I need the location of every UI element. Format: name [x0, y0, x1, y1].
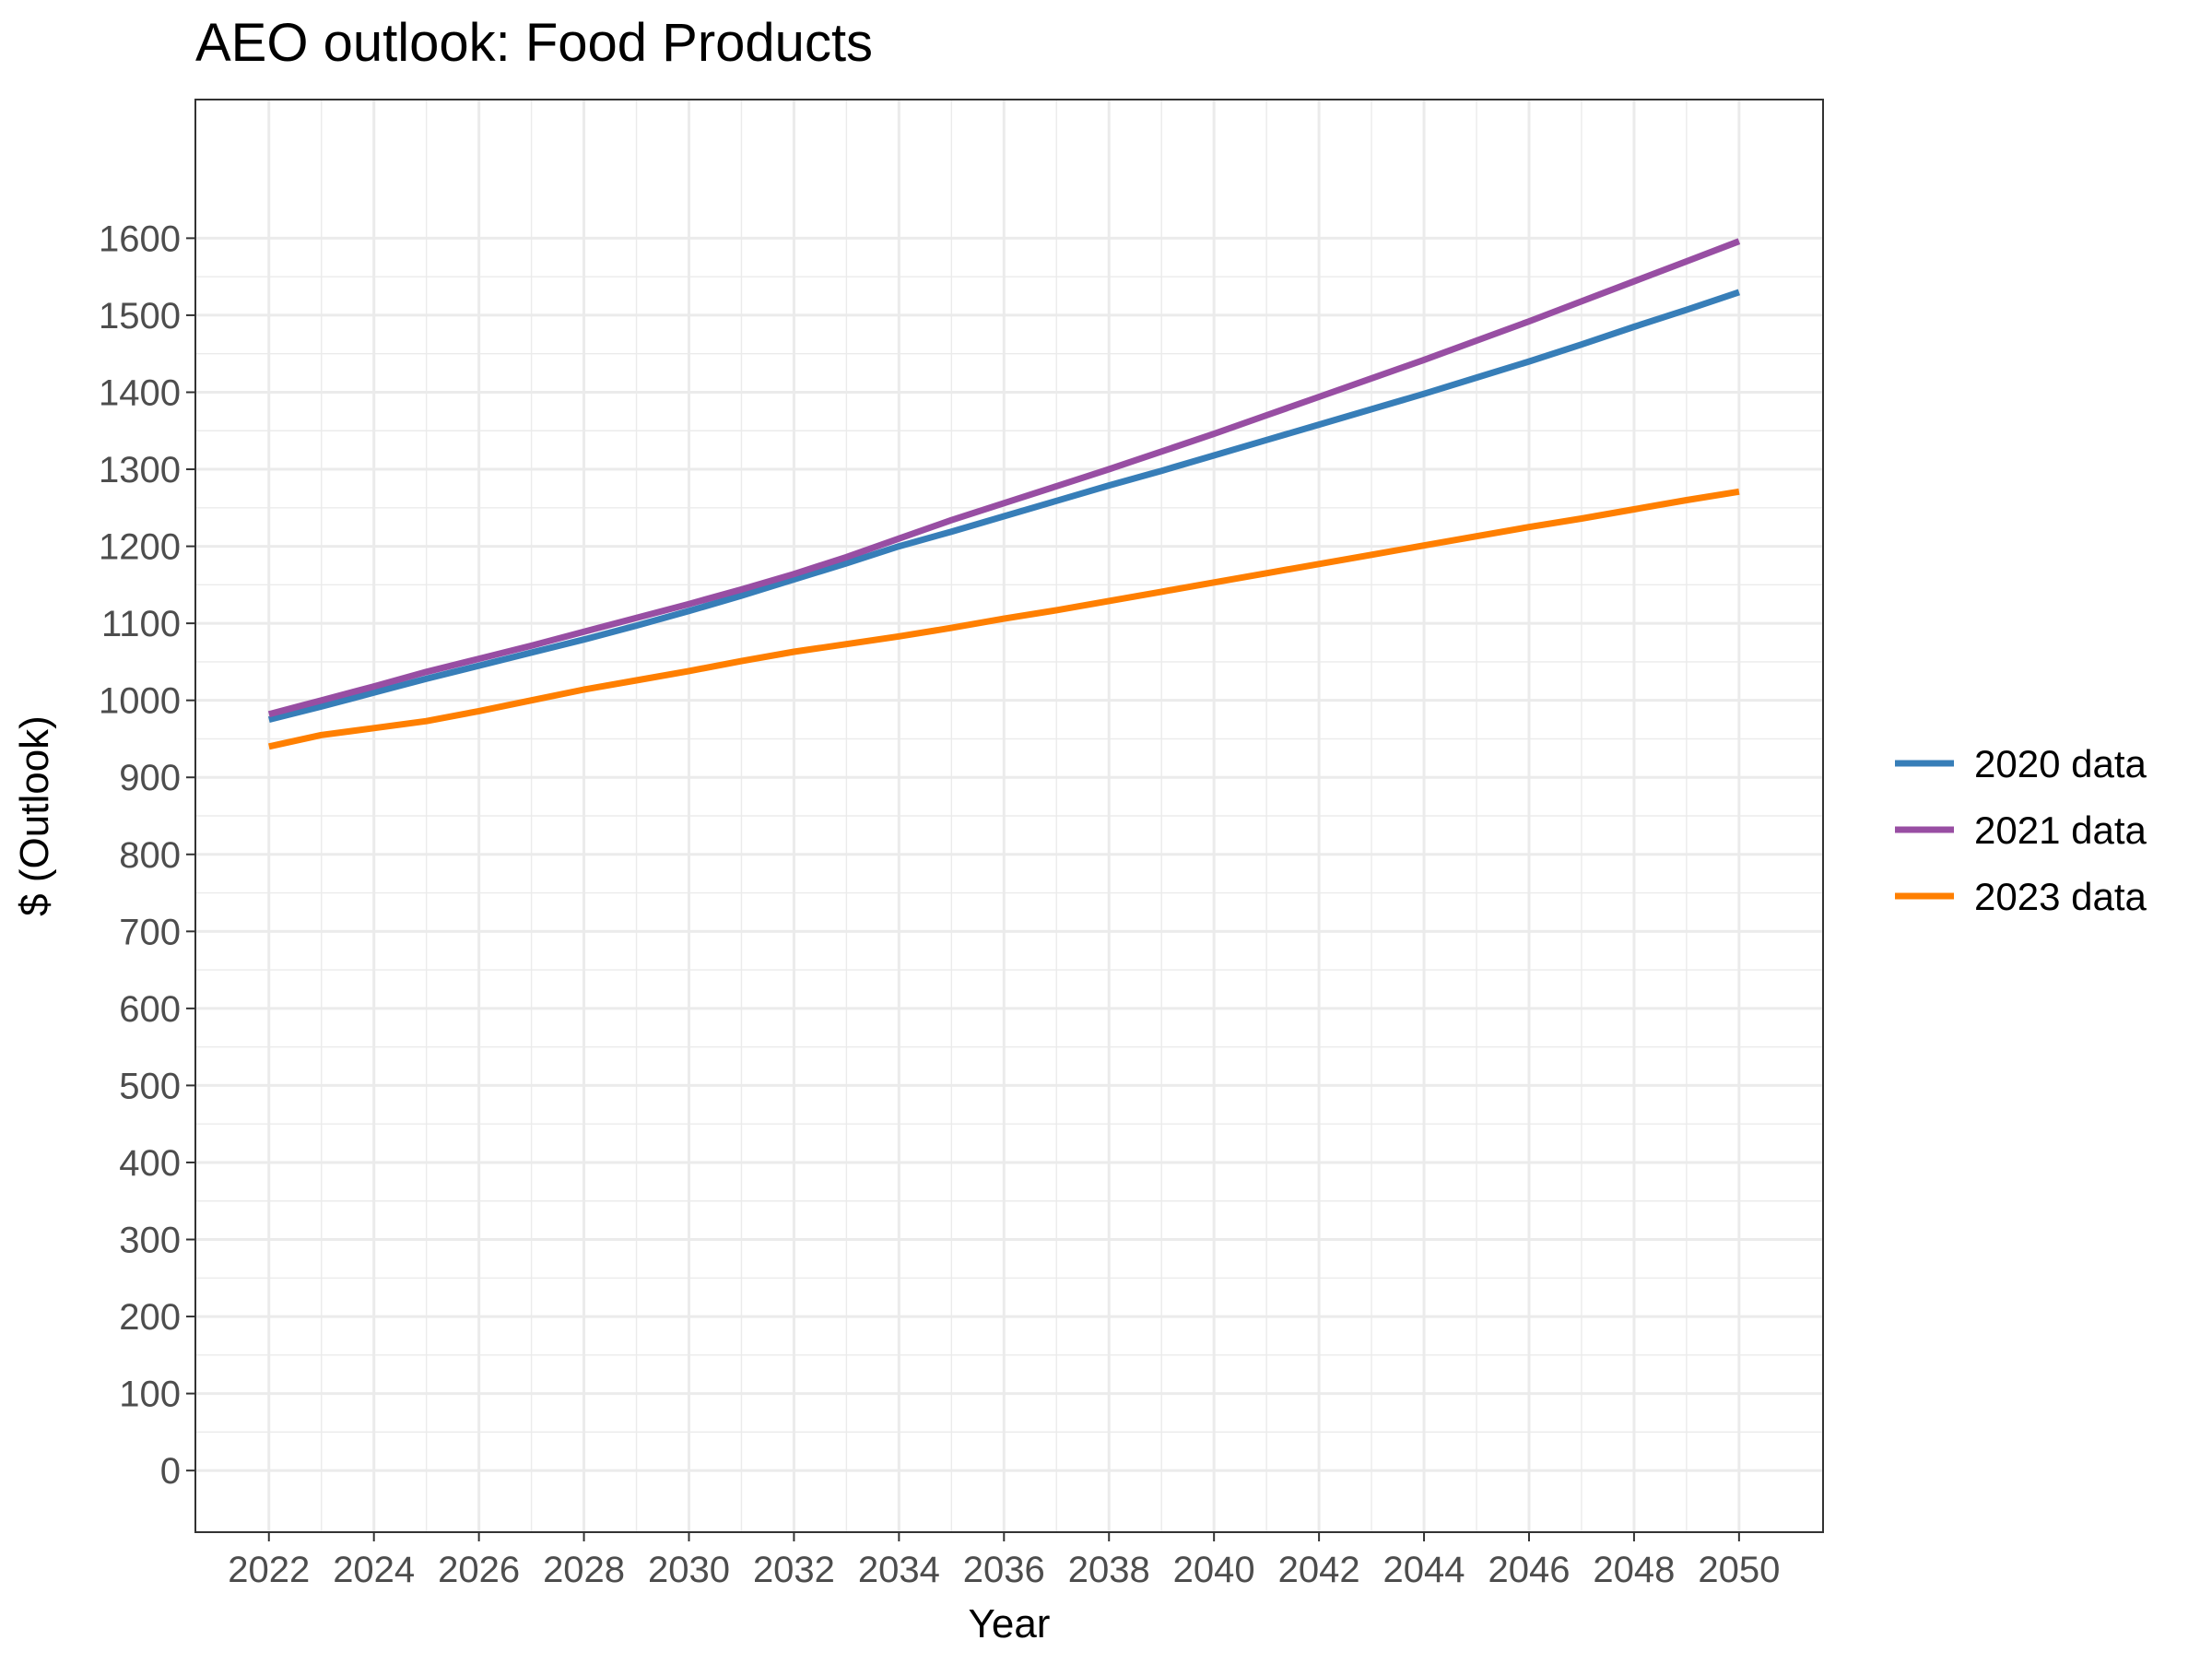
y-tick-label: 700: [119, 912, 181, 952]
x-tick-label: 2036: [963, 1550, 1045, 1590]
y-tick-label: 1400: [99, 372, 181, 413]
legend-label-2023-data: 2023 data: [1974, 875, 2147, 918]
x-tick-label: 2026: [438, 1550, 520, 1590]
x-tick-label: 2028: [543, 1550, 625, 1590]
y-tick-label: 300: [119, 1221, 181, 1261]
x-axis: 2022 2024 2026 2028 2030 2032 2034 2036 2038 2040…: [228, 1532, 1780, 1590]
y-tick-label: 400: [119, 1143, 181, 1184]
x-tick-label: 2048: [1593, 1550, 1675, 1590]
y-tick-label: 1300: [99, 450, 181, 490]
y-tick-label: 0: [160, 1451, 181, 1492]
x-axis-title: Year: [969, 1601, 1051, 1646]
x-tick-label: 2050: [1698, 1550, 1780, 1590]
x-tick-label: 2040: [1173, 1550, 1255, 1590]
chart-title: AEO outlook: Food Products: [195, 13, 873, 73]
y-tick-label: 200: [119, 1297, 181, 1338]
y-tick-label: 600: [119, 989, 181, 1030]
x-tick-label: 2038: [1068, 1550, 1150, 1590]
y-tick-label: 1200: [99, 527, 181, 568]
y-axis-title: $ (Outlook): [12, 715, 57, 916]
y-tick-label: 900: [119, 758, 181, 798]
series-line-2020-data: [267, 289, 1741, 723]
y-tick-label: 1600: [99, 218, 181, 259]
y-tick-label: 1000: [99, 681, 181, 722]
x-tick-label: 2024: [333, 1550, 415, 1590]
x-tick-label: 2044: [1383, 1550, 1465, 1590]
legend-label-2020-data: 2020 data: [1974, 742, 2147, 785]
y-tick-label: 500: [119, 1066, 181, 1106]
series-line-2021-data: [267, 238, 1741, 718]
series-line-2023-data: [268, 488, 1740, 750]
series-lines: [267, 238, 1741, 750]
x-tick-label: 2042: [1278, 1550, 1360, 1590]
plot-panel-border: [194, 99, 1824, 1533]
x-tick-label: 2032: [753, 1550, 835, 1590]
x-tick-label: 2034: [858, 1550, 940, 1590]
y-tick-label: 800: [119, 835, 181, 876]
x-tick-label: 2046: [1488, 1550, 1570, 1590]
x-tick-label: 2030: [648, 1550, 730, 1590]
y-axis: 0 100 200 300 400 500 600 700 800 900 1000 1100 1200…: [99, 218, 195, 1492]
grid-major: [195, 100, 1823, 1532]
legend-label-2021-data: 2021 data: [1974, 808, 2147, 852]
y-tick-label: 1100: [101, 604, 181, 644]
y-tick-label: 1500: [99, 296, 181, 336]
legend: 2020 data 2021 data 2023 data: [1895, 742, 2147, 918]
x-tick-label: 2022: [228, 1550, 310, 1590]
y-tick-label: 100: [119, 1375, 181, 1415]
